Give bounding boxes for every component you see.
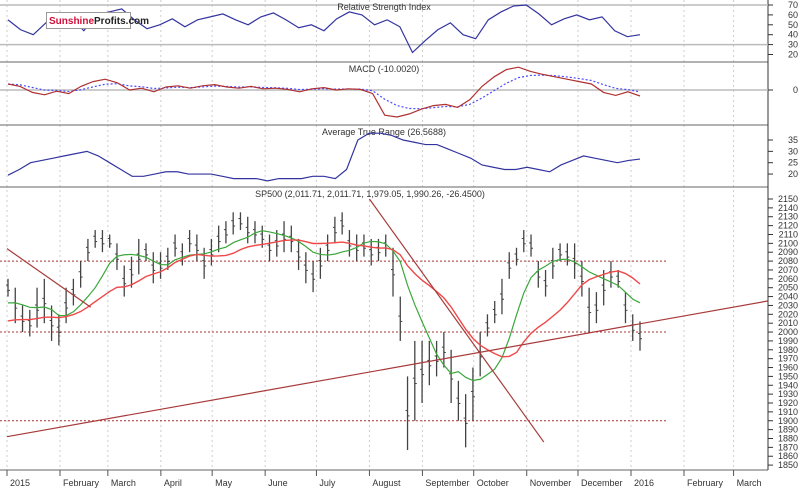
- y-tick-label: 1960: [778, 363, 798, 373]
- y-tick-label: 2110: [779, 229, 798, 239]
- rsi-line: [7, 4, 641, 54]
- grid: [6, 0, 735, 470]
- y-tick-label: 2040: [778, 292, 798, 302]
- trend-line: [6, 300, 768, 438]
- y-tick-label: 50: [788, 20, 798, 30]
- x-tick-label: June: [268, 478, 288, 488]
- x-tick-label: 2016: [634, 478, 654, 488]
- y-tick-label: 2030: [778, 300, 798, 310]
- y-tick-label: 1870: [778, 442, 798, 452]
- y-tick-label: 35: [788, 135, 798, 145]
- macd-signal-line: [7, 74, 641, 110]
- y-tick-label: 1890: [778, 425, 798, 435]
- y-tick-label: 2100: [778, 238, 798, 248]
- y-tick-label: 25: [788, 158, 798, 168]
- plots: [0, 4, 768, 451]
- x-tick-label: March: [737, 478, 762, 488]
- y-tick-label: 2050: [778, 283, 798, 293]
- y-tick-label: 40: [788, 30, 798, 40]
- y-tick-label: 1900: [778, 416, 798, 426]
- x-tick-label: May: [215, 478, 233, 488]
- x-tick-label: November: [530, 478, 572, 488]
- y-tick-label: 20: [788, 50, 798, 60]
- y-tick-label: 1850: [778, 460, 798, 470]
- y-tick-label: 1930: [778, 389, 798, 399]
- y-tick-label: 2090: [778, 247, 798, 257]
- y-tick-label: 1940: [778, 380, 798, 390]
- y-tick-label: 2000: [778, 327, 798, 337]
- y-tick-label: 70: [788, 0, 798, 10]
- trend-line: [6, 248, 92, 308]
- x-tick-label: February: [63, 478, 100, 488]
- axes: 2015 February March April May June July August S…: [6, 0, 798, 488]
- moving-average-short: [8, 230, 641, 382]
- y-tick-label: 20: [788, 169, 798, 179]
- y-tick-label: 1880: [778, 433, 798, 443]
- y-tick-label: 2060: [778, 274, 798, 284]
- sp500-title: SP500 (2,011.71, 2,011.71, 1,979.05, 1,9…: [255, 189, 485, 199]
- y-tick-label: 30: [788, 40, 798, 50]
- atr-title: Average True Range (26.5688): [322, 127, 446, 137]
- macd-line: [7, 66, 641, 118]
- y-tick-label: 2130: [778, 212, 798, 222]
- y-tick-label: 1950: [778, 371, 798, 381]
- y-tick-label: 1990: [778, 336, 798, 346]
- logo-part1: Sunshine: [49, 16, 95, 27]
- x-tick-label: April: [164, 478, 182, 488]
- x-tick-label: 2015: [10, 478, 30, 488]
- y-tick-label: 2140: [778, 203, 798, 213]
- y-tick-label: 2020: [778, 309, 798, 319]
- y-tick-label: 1980: [778, 345, 798, 355]
- atr-line: [7, 132, 641, 182]
- trend-line: [368, 198, 545, 443]
- y-tick-label: 30: [788, 146, 798, 156]
- x-tick-label: December: [581, 478, 623, 488]
- logo-part2: Profits.com: [94, 16, 150, 27]
- macd-title: MACD (-10.0020): [349, 64, 420, 74]
- y-tick-label: 2070: [778, 265, 798, 275]
- y-tick-label: 0: [793, 85, 798, 95]
- y-tick-label: 1970: [778, 354, 798, 364]
- y-tick-label: 2010: [778, 318, 798, 328]
- rsi-title: Relative Strength Index: [337, 2, 431, 12]
- y-tick-label: 2120: [778, 221, 798, 231]
- y-tick-label: 60: [788, 10, 798, 20]
- x-tick-label: October: [477, 478, 509, 488]
- moving-average-long: [7, 239, 641, 358]
- y-tick-label: 2080: [778, 256, 798, 266]
- y-tick-label: 1860: [778, 451, 798, 461]
- x-tick-label: March: [111, 478, 136, 488]
- y-tick-label: 1910: [778, 407, 798, 417]
- panel-frames: [0, 0, 769, 471]
- x-tick-label: August: [372, 478, 401, 488]
- y-tick-label: 1920: [778, 398, 798, 408]
- y-tick-label: 2150: [778, 194, 798, 204]
- x-tick-label: September: [425, 478, 469, 488]
- x-tick-label: February: [687, 478, 724, 488]
- sunshine-profits-logo: SunshineProfits.com: [46, 12, 149, 29]
- x-tick-label: July: [319, 478, 336, 488]
